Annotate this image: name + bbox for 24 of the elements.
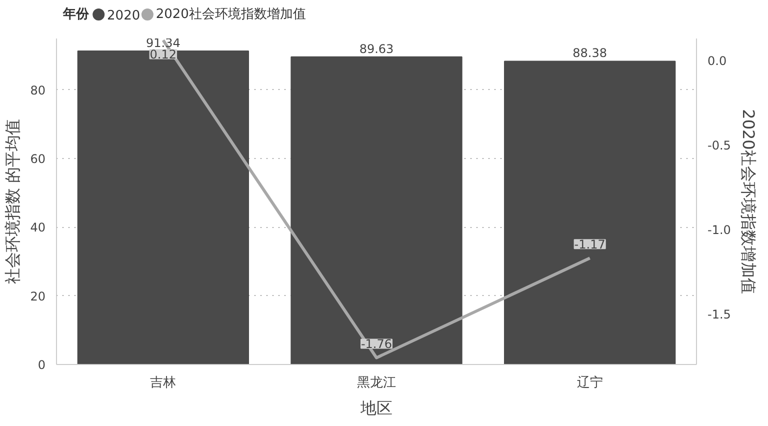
x-tick-label: 黑龙江 (357, 376, 396, 390)
y-tick-label: 40 (30, 220, 46, 235)
y2-tick-label: 0.0 (708, 54, 727, 68)
y-axis-title: 社会环境指数 的平均值 (3, 118, 22, 284)
data-label: 89.63 (359, 42, 394, 56)
y2-tick-label: -0.5 (708, 138, 731, 152)
data-label: -1.17 (574, 238, 606, 252)
legend-title: 年份 (62, 7, 90, 22)
legend-label: 2020 (107, 8, 140, 24)
x-axis-title: 地区 (360, 398, 392, 418)
x-tick-label: 辽宁 (576, 374, 603, 390)
data-label: 88.38 (572, 46, 608, 60)
y-tick-label: 80 (30, 83, 46, 98)
data-label: -1.76 (360, 337, 392, 352)
y2-tick-label: -1.0 (708, 222, 731, 237)
legend-label: 2020社会环境指数增加值 (156, 6, 306, 22)
y2-axis-title: 2020社会环境指数增加值 (738, 109, 758, 294)
y-tick-label: 20 (30, 289, 46, 304)
data-label: 91.34 (146, 36, 180, 50)
y-tick-label: 60 (30, 152, 46, 166)
y-tick-label: 0 (38, 358, 46, 372)
data-label: 0.12 (150, 48, 177, 62)
y2-tick-label: -1.5 (708, 307, 731, 322)
x-tick-label: 吉林 (150, 376, 176, 390)
